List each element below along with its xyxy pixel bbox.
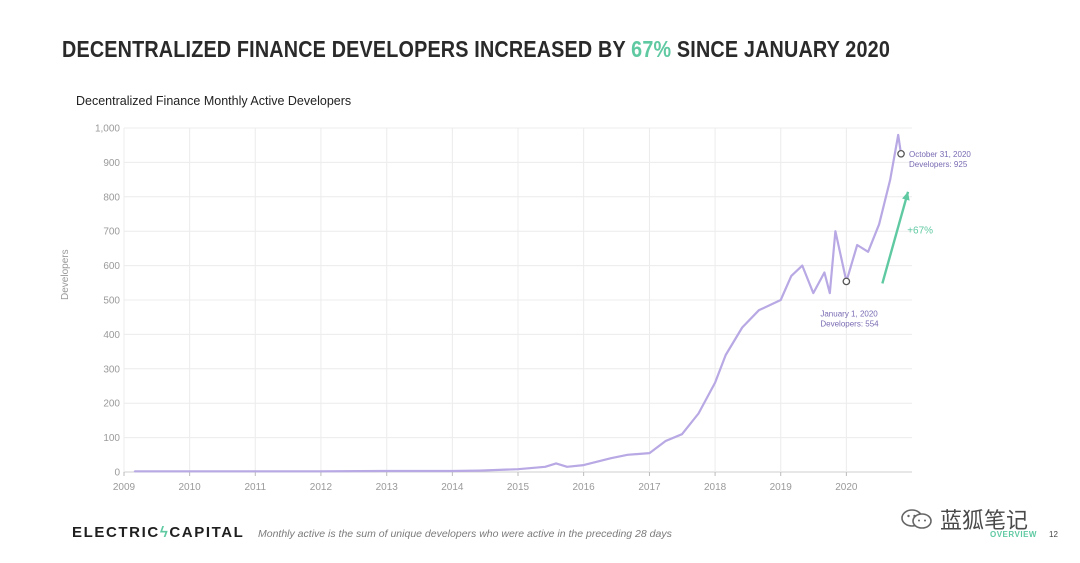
series-line [134, 133, 903, 473]
data-point [681, 433, 683, 435]
data-point [626, 454, 629, 456]
x-tick-label: 2010 [179, 482, 202, 493]
data-point [478, 469, 481, 472]
data-point [889, 178, 892, 181]
annotation-marker [842, 277, 851, 286]
data-point [582, 464, 585, 466]
chart-title: Decentralized Finance Monthly Active Dev… [76, 94, 352, 108]
bolt-icon: ϟ [159, 524, 170, 541]
x-tick-label: 2020 [835, 482, 858, 493]
y-tick-label: 300 [103, 364, 120, 375]
data-point [451, 470, 454, 472]
data-point [812, 292, 815, 294]
x-tick-label: 2012 [310, 482, 333, 493]
data-point [385, 470, 388, 472]
data-point [724, 354, 727, 356]
x-tick-label: 2013 [376, 482, 399, 493]
data-point [757, 309, 760, 312]
data-point [555, 462, 557, 465]
y-tick-label: 200 [103, 399, 120, 410]
data-point [801, 264, 804, 267]
data-point [829, 292, 831, 294]
annotation-date: October 31, 2020 [909, 150, 971, 159]
watermark-text: 蓝狐笔记 [940, 509, 1029, 534]
x-tick-label: 2018 [704, 482, 727, 493]
logo-word-right: CAPITAL [169, 524, 245, 541]
section-label: OVERVIEW [990, 530, 1037, 539]
data-point [697, 412, 700, 415]
watermark: 蓝狐笔记 [900, 503, 1028, 535]
footer-note: Monthly active is the sum of unique deve… [258, 528, 672, 540]
x-tick-label: 2015 [507, 482, 530, 493]
data-point [779, 299, 782, 301]
y-tick-label: 0 [114, 468, 120, 479]
data-point [664, 440, 667, 442]
annotation-value: Developers: 554 [820, 319, 879, 328]
data-point [610, 457, 612, 460]
logo-word-left: ELECTRIC [72, 524, 160, 541]
wechat-icon [901, 509, 932, 529]
y-tick-label: 1,000 [95, 124, 120, 135]
x-tick-label: 2016 [573, 482, 596, 493]
data-point [188, 470, 191, 473]
y-tick-label: 400 [103, 330, 120, 341]
change-label: +67% [907, 226, 933, 237]
headline-text-after: SINCE JANUARY 2020 [671, 36, 890, 62]
growth-arrow-head [902, 191, 910, 201]
annotation-value: Developers: 925 [909, 160, 968, 169]
data-point [714, 381, 716, 384]
annotation-date: January 1, 2020 [820, 309, 878, 318]
data-point [823, 271, 826, 274]
y-tick-label: 700 [103, 227, 120, 238]
data-point [867, 251, 869, 253]
electric-capital-logo: ELECTRICϟCAPITAL [72, 524, 244, 541]
data-point [320, 470, 322, 473]
data-point [856, 244, 858, 246]
x-tick-label: 2009 [113, 482, 136, 493]
y-tick-label: 900 [103, 158, 120, 169]
data-point [517, 468, 519, 471]
headline: DECENTRALIZED FINANCE DEVELOPERS INCREAS… [62, 36, 890, 63]
data-point [566, 466, 568, 468]
data-point [544, 466, 546, 468]
y-tick-label: 500 [103, 296, 120, 307]
y-tick-label: 600 [103, 261, 120, 272]
growth-arrow-shaft [881, 191, 910, 284]
data-point [648, 452, 651, 454]
data-point [254, 470, 257, 473]
data-point [834, 230, 837, 232]
x-tick-label: 2017 [638, 482, 661, 493]
headline-accent: 67% [631, 36, 672, 62]
data-point [741, 326, 744, 329]
x-tick-label: 2011 [245, 482, 267, 493]
data-point [133, 470, 136, 473]
data-point [897, 134, 899, 136]
data-point [878, 223, 880, 226]
y-tick-label: 800 [103, 192, 120, 203]
x-tick-label: 2014 [441, 482, 464, 493]
data-point [790, 275, 793, 277]
x-tick-label: 2019 [770, 482, 793, 493]
page-number: 12 [1049, 530, 1058, 539]
annotation-marker [897, 149, 905, 158]
y-tick-label: 100 [103, 433, 120, 444]
headline-text-before: DECENTRALIZED FINANCE DEVELOPERS INCREAS… [62, 36, 632, 62]
